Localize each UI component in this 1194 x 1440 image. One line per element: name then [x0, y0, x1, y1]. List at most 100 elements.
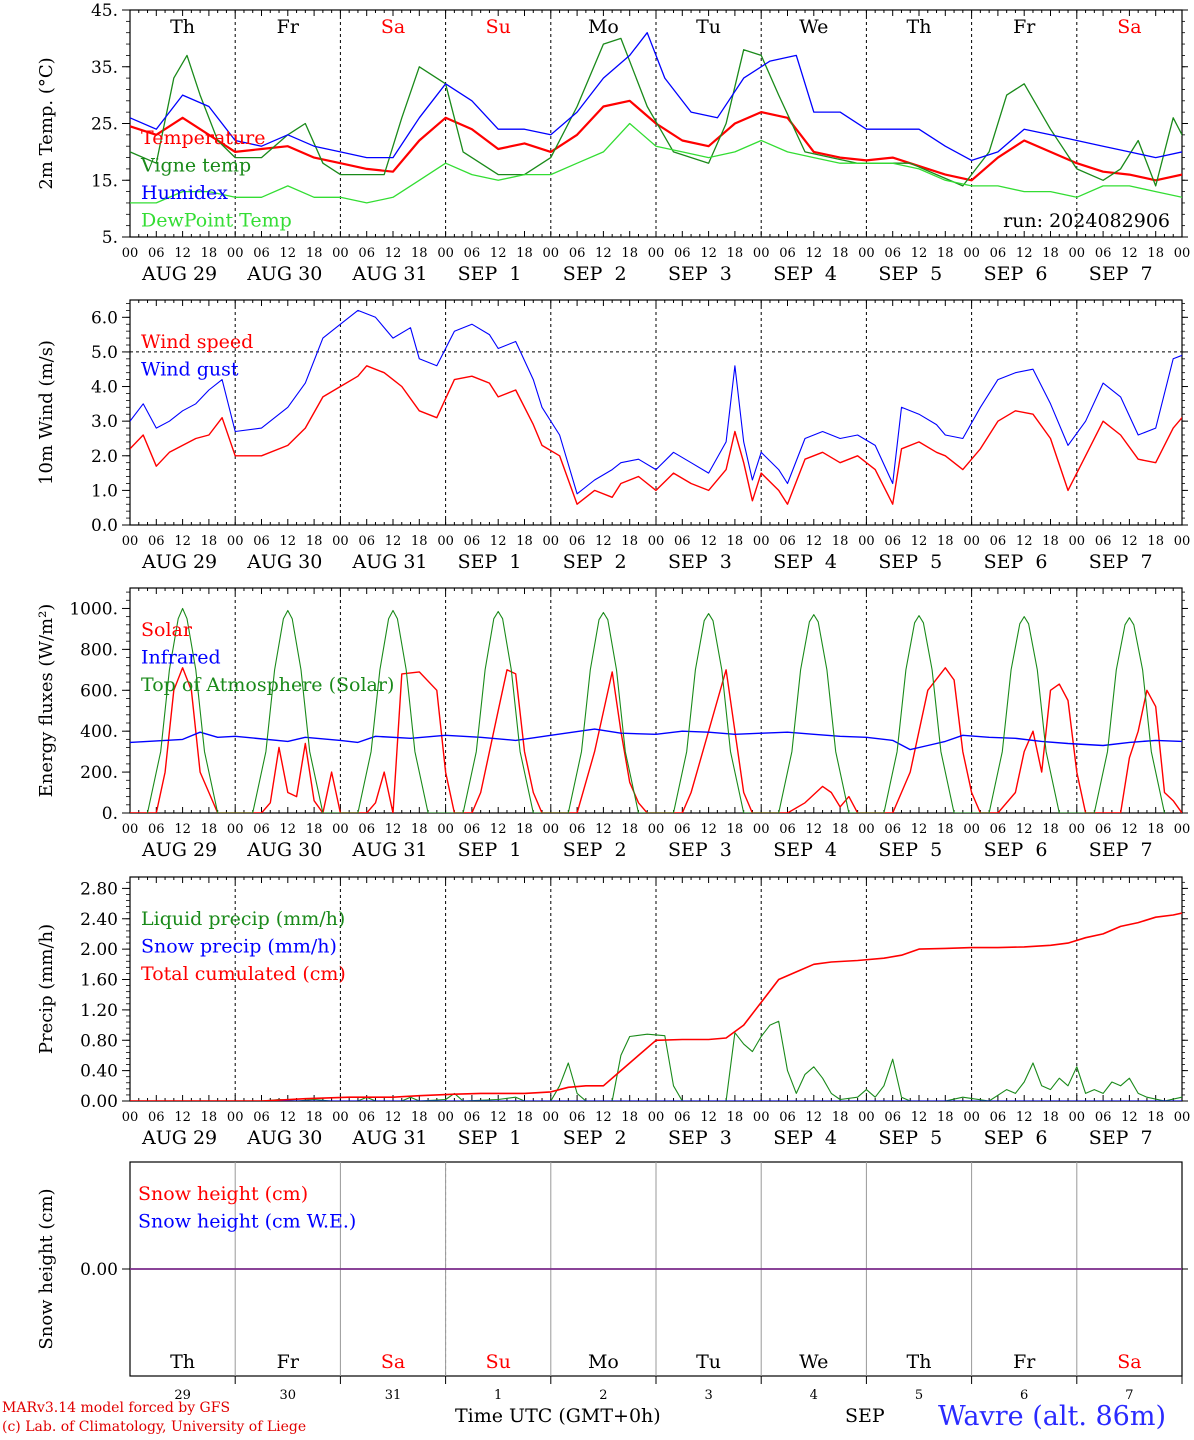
hour-tick-label: 06: [464, 534, 481, 549]
hour-tick-label: 18: [1042, 1110, 1059, 1125]
hour-tick-label: 06: [674, 1110, 691, 1125]
y-tick-label: 2.80: [80, 879, 118, 899]
hour-tick-label: 12: [595, 534, 612, 549]
hour-tick-label: 00: [753, 534, 770, 549]
hour-tick-label: 12: [806, 1110, 823, 1125]
hour-tick-label: 00: [437, 534, 454, 549]
y-tick-label: 800.: [80, 640, 118, 660]
y-tick-label: 6.0: [91, 308, 118, 328]
hour-tick-label: 06: [569, 246, 586, 261]
day-of-week-label: Fr: [277, 1351, 300, 1373]
hour-tick-label: 06: [884, 822, 901, 837]
hour-tick-label: 12: [490, 246, 507, 261]
date-label: SEP 2: [563, 839, 627, 861]
hour-tick-label: 00: [437, 822, 454, 837]
panels: 5. 15. 25. 35. 45. 2m Temp. (°C) Th Fr Sa Su Mo Tu W…: [36, 1, 1191, 1403]
hour-tick-label: 18: [937, 246, 954, 261]
date-label: SEP 4: [773, 551, 837, 573]
date-label: AUG 29: [141, 551, 217, 573]
hour-tick-label: 12: [490, 822, 507, 837]
legend-entry: Snow precip (mm/h): [141, 936, 337, 958]
hour-tick-label: 00: [1069, 822, 1086, 837]
hour-tick-label: 00: [858, 246, 875, 261]
y-tick-label: 2.0: [91, 447, 118, 467]
hour-tick-label: 06: [148, 534, 165, 549]
hour-tick-label: 18: [516, 1110, 533, 1125]
hour-tick-label: 18: [937, 534, 954, 549]
y-tick-label: 1.20: [80, 1001, 118, 1021]
panel-snow: 0.00 Snow height (cm) Snow height (cm) Snow…: [36, 1161, 1188, 1403]
hour-tick-label: 18: [727, 534, 744, 549]
y-tick-label: 0.80: [80, 1031, 118, 1051]
hour-tick-label: 12: [595, 822, 612, 837]
hour-tick-label: 00: [1174, 534, 1191, 549]
hour-tick-label: 18: [727, 822, 744, 837]
hour-tick-label: 12: [911, 822, 928, 837]
y-tick-label: 5.: [102, 228, 118, 248]
hour-tick-label: 06: [148, 246, 165, 261]
hour-tick-label: 18: [306, 822, 323, 837]
hour-tick-label: 18: [306, 246, 323, 261]
series-line-liquid-precip-mm-h: [130, 1020, 1182, 1101]
hour-tick-label: 00: [963, 246, 980, 261]
legend-entry: DewPoint Temp: [141, 210, 292, 232]
date-label: SEP 5: [878, 263, 942, 285]
hour-tick-label: 00: [227, 246, 244, 261]
hour-tick-label: 18: [1042, 246, 1059, 261]
hour-tick-label: 12: [174, 246, 191, 261]
hour-tick-label: 18: [411, 822, 428, 837]
hour-tick-label: 12: [385, 1110, 402, 1125]
hour-tick-label: 18: [306, 534, 323, 549]
series-line-solar: [130, 667, 1182, 813]
date-label: AUG 30: [246, 263, 322, 285]
hour-tick-label: 12: [385, 246, 402, 261]
day-of-week-label: Tu: [696, 16, 721, 38]
y-tick-label: 0.40: [80, 1062, 118, 1082]
hour-tick-label: 18: [621, 1110, 638, 1125]
hour-tick-label: 12: [700, 246, 717, 261]
series-line-infrared: [130, 728, 1182, 751]
day-of-week-label: We: [799, 1351, 828, 1373]
hour-tick-label: 12: [700, 822, 717, 837]
hour-tick-label: 00: [227, 1110, 244, 1125]
day-of-week-label: Sa: [1117, 16, 1141, 38]
day-of-week-label: We: [799, 16, 828, 38]
hour-tick-label: 00: [648, 246, 665, 261]
hour-tick-label: 00: [543, 1110, 560, 1125]
y-tick-label: 2.40: [80, 910, 118, 930]
hour-tick-label: 06: [464, 822, 481, 837]
hour-tick-label: 00: [543, 246, 560, 261]
day-number-label: 30: [280, 1388, 297, 1403]
y-tick-label: 0.00: [80, 1260, 118, 1280]
day-of-week-label: Mo: [588, 1351, 619, 1373]
hour-tick-label: 18: [201, 534, 218, 549]
hour-tick-label: 12: [1121, 534, 1138, 549]
hour-tick-label: 12: [1016, 246, 1033, 261]
date-label: AUG 31: [351, 551, 427, 573]
hour-tick-label: 06: [464, 246, 481, 261]
hour-tick-label: 06: [990, 1110, 1007, 1125]
hour-tick-label: 00: [858, 822, 875, 837]
date-label: SEP 6: [984, 263, 1048, 285]
date-label: SEP 3: [668, 263, 732, 285]
legend-entry: Top of Atmosphere (Solar): [141, 674, 394, 696]
date-label: SEP 4: [773, 839, 837, 861]
hour-tick-label: 12: [385, 534, 402, 549]
legend-entry: Liquid precip (mm/h): [141, 908, 345, 930]
hour-tick-label: 00: [648, 534, 665, 549]
hour-tick-label: 00: [122, 1110, 139, 1125]
panel-wind: 0.0 1.0 2.0 3.0 4.0 5.0 6.0 10m Wind (m/s) Wind …: [36, 299, 1191, 573]
hour-tick-label: 12: [174, 1110, 191, 1125]
y-tick-label: 2.00: [80, 940, 118, 960]
hour-tick-label: 06: [884, 246, 901, 261]
hour-tick-label: 18: [516, 246, 533, 261]
legend-entry: Solar: [141, 619, 193, 641]
day-of-week-label: Th: [170, 16, 195, 38]
hour-tick-label: 12: [490, 1110, 507, 1125]
date-label: AUG 30: [246, 839, 322, 861]
hour-tick-label: 06: [884, 534, 901, 549]
y-tick-label: 25.: [91, 115, 118, 135]
hour-tick-label: 18: [832, 822, 849, 837]
date-label: SEP 2: [563, 263, 627, 285]
